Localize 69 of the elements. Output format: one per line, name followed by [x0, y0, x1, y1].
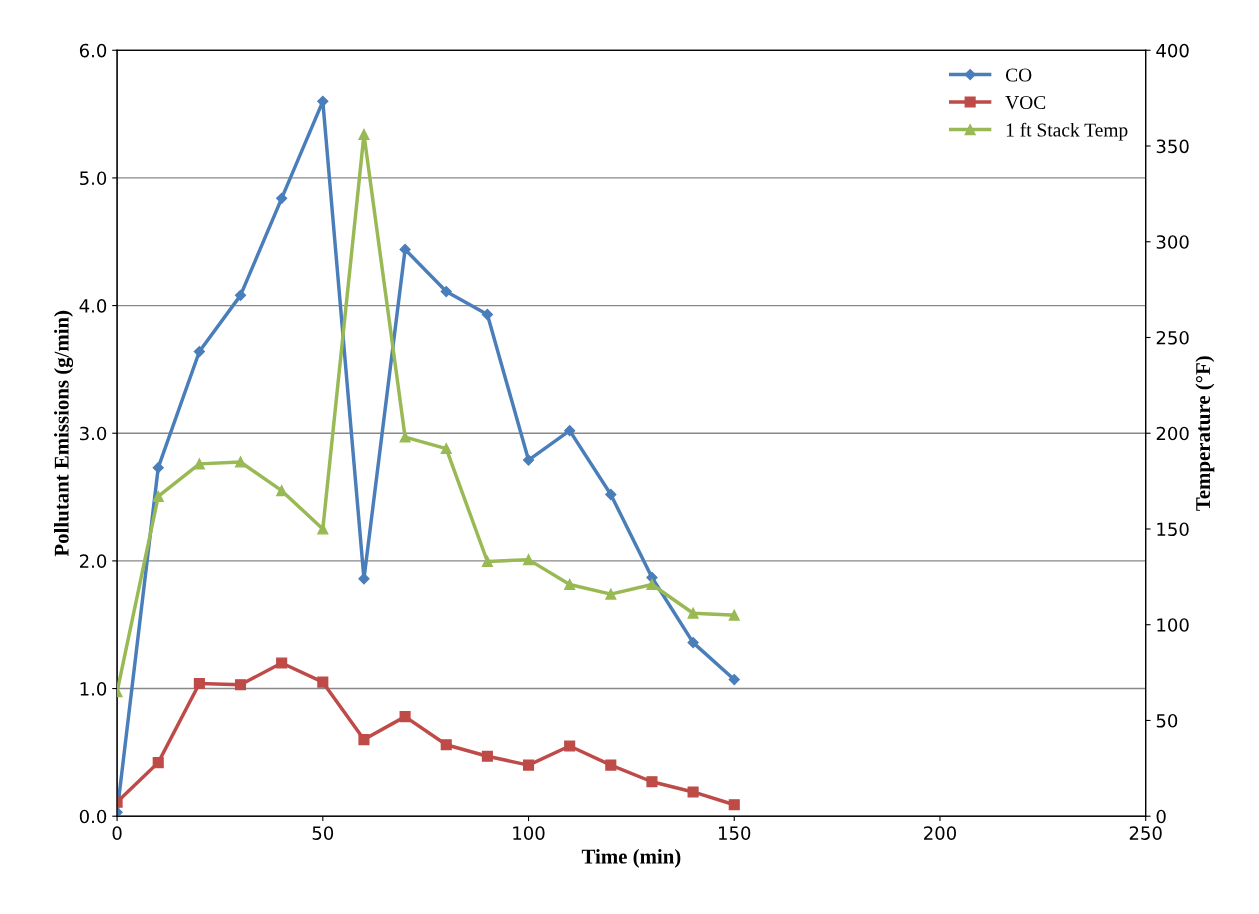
point [481, 308, 493, 321]
point [687, 636, 699, 649]
point [152, 490, 164, 502]
x-tick-label: 250 [1129, 826, 1162, 840]
y-tick-label: 0.0 [79, 809, 107, 824]
point [564, 425, 576, 437]
x-tick-label: 0 [112, 826, 122, 840]
y2-tick-label: 400 [1156, 43, 1189, 58]
point [687, 786, 699, 798]
y2-tick-label: 200 [1156, 426, 1189, 441]
point [317, 523, 329, 535]
point [728, 674, 740, 686]
point [358, 128, 370, 141]
point [564, 578, 576, 591]
y2-axis-title: Temperature (°F) [1195, 356, 1215, 511]
point [276, 657, 288, 669]
y-tick-label: 6.0 [79, 43, 107, 58]
point [193, 677, 205, 689]
point [399, 711, 411, 723]
y-tick-label: 3.0 [80, 426, 107, 441]
point [317, 95, 329, 107]
point [728, 799, 740, 811]
y2-tick-label: 0 [1156, 809, 1166, 824]
point [481, 555, 493, 568]
point [687, 607, 699, 619]
legend-label: VOC [1005, 95, 1046, 110]
point [234, 289, 247, 301]
point [605, 588, 617, 600]
y2-tick-label: 150 [1157, 522, 1189, 537]
point [234, 679, 247, 691]
point [234, 456, 247, 468]
point [193, 345, 205, 358]
y2-tick-label: 350 [1156, 139, 1189, 154]
point [605, 759, 617, 771]
point [440, 442, 452, 455]
x-tick-label: 50 [312, 826, 334, 840]
y-tick-label: 2.0 [79, 554, 107, 569]
y-tick-label: 4.0 [79, 299, 107, 313]
y2-tick-label: 100 [1157, 618, 1189, 632]
x-tick-label: 200 [924, 826, 956, 840]
point [522, 759, 535, 771]
point [605, 488, 617, 501]
point [481, 750, 493, 762]
point [646, 578, 658, 591]
y2-tick-label: 300 [1156, 235, 1189, 249]
point [728, 609, 740, 621]
legend-label: 1 ft Stack Temp [1006, 122, 1128, 141]
point [358, 734, 370, 746]
y2-tick-label: 50 [1156, 713, 1178, 728]
x-tick-label: 100 [513, 826, 545, 840]
point [152, 757, 164, 769]
point [317, 676, 329, 688]
point [522, 554, 535, 566]
point [276, 192, 288, 204]
point [646, 776, 658, 788]
point [399, 243, 411, 256]
x-axis-title: Time (min) [581, 848, 681, 868]
y-axis-title: Pollutant Emissions (g/min) [54, 310, 74, 557]
y-tick-label: 1.0 [80, 682, 107, 696]
point [564, 740, 576, 752]
point [522, 454, 535, 466]
y2-tick-label: 250 [1156, 330, 1189, 345]
y-tick-label: 5.0 [80, 171, 107, 186]
legend-label: CO [1005, 68, 1032, 82]
point [193, 458, 205, 470]
point [440, 739, 452, 751]
point [152, 462, 164, 474]
point [440, 285, 452, 298]
x-tick-label: 150 [719, 826, 751, 840]
